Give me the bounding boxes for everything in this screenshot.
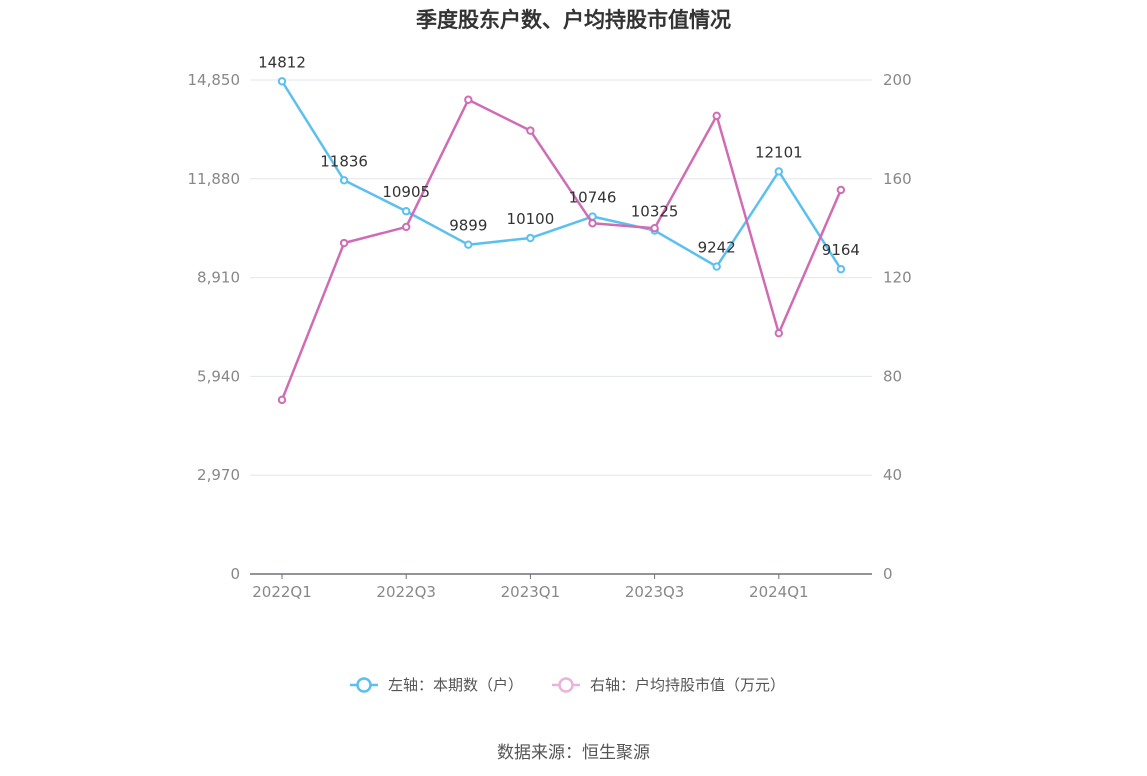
series-1-point — [712, 262, 721, 271]
data-label: 9242 — [698, 239, 736, 257]
data-label: 9164 — [822, 241, 860, 259]
data-label: 10746 — [569, 189, 617, 207]
left-axis-tick-label: 5,940 — [197, 367, 240, 385]
right-axis-tick-label: 80 — [883, 367, 902, 385]
series-2-point — [774, 328, 783, 338]
data-label: 12101 — [755, 143, 803, 161]
data-label: 11836 — [320, 152, 368, 170]
series-line-1 — [280, 80, 842, 270]
series-2-point — [526, 126, 535, 135]
series-2-point — [464, 95, 473, 104]
data-label: 10100 — [507, 210, 555, 228]
series-2-point — [650, 224, 659, 233]
series-2-point — [339, 238, 349, 248]
x-axis-tick-label: 2023Q3 — [625, 583, 685, 601]
chart-title: 季度股东户数、户均持股市值情况 — [416, 8, 731, 32]
right-axis-tick-label: 0 — [883, 565, 893, 583]
series — [277, 77, 846, 405]
series-1-point — [402, 207, 411, 216]
legend-marker-2 — [558, 677, 574, 693]
data-labels: 14812 11836 10905 9899 10100 10746 10325 9242 12… — [258, 53, 860, 259]
data-source: 数据来源：恒生聚源 — [497, 743, 650, 763]
series-1-point — [836, 264, 846, 274]
right-axis-tick-label: 160 — [883, 170, 912, 188]
x-axis-tick-label: 2023Q1 — [501, 583, 561, 601]
series-line-2 — [280, 98, 843, 401]
data-label: 14812 — [258, 53, 306, 71]
series-1-point — [774, 167, 783, 176]
series-2-point — [588, 219, 597, 228]
series-1-point — [339, 176, 349, 185]
series-2-point — [836, 185, 846, 195]
legend-marker-1 — [356, 677, 372, 693]
series-1-point — [464, 240, 473, 249]
axes: 0 0 2,970 40 5,940 80 8,910 120 11,880 160 14,850 2… — [188, 71, 912, 601]
series-2-point — [712, 111, 721, 121]
left-axis-tick-label: 0 — [230, 565, 240, 583]
data-label: 10325 — [631, 203, 679, 221]
legend-label-1: 左轴：本期数（户） — [388, 676, 523, 694]
left-axis-tick-label: 2,970 — [197, 466, 240, 484]
x-axis-tick-label: 2024Q1 — [749, 583, 809, 601]
right-axis-tick-label: 120 — [883, 269, 912, 287]
left-axis-tick-label: 11,880 — [188, 170, 241, 188]
legend: 左轴：本期数（户） 右轴：户均持股市值（万元） — [350, 676, 785, 694]
series-2-point — [277, 395, 287, 405]
x-axis-tick-label: 2022Q1 — [252, 583, 312, 601]
line-chart: 0 0 2,970 40 5,940 80 8,910 120 11,880 160 14,850 2… — [188, 53, 912, 694]
grid-lines — [250, 79, 872, 476]
legend-label-2: 右轴：户均持股市值（万元） — [590, 676, 785, 694]
series-1-point — [277, 77, 287, 86]
x-axis-tick-label: 2022Q3 — [376, 583, 436, 601]
data-label: 9899 — [449, 217, 487, 235]
left-axis-tick-label: 8,910 — [197, 269, 240, 287]
data-label: 10905 — [382, 183, 430, 201]
series-1-point — [526, 233, 535, 243]
right-axis-tick-label: 40 — [883, 466, 902, 484]
right-axis-tick-label: 200 — [883, 71, 912, 89]
left-axis-tick-label: 14,850 — [188, 71, 241, 89]
series-2-point — [402, 222, 411, 232]
